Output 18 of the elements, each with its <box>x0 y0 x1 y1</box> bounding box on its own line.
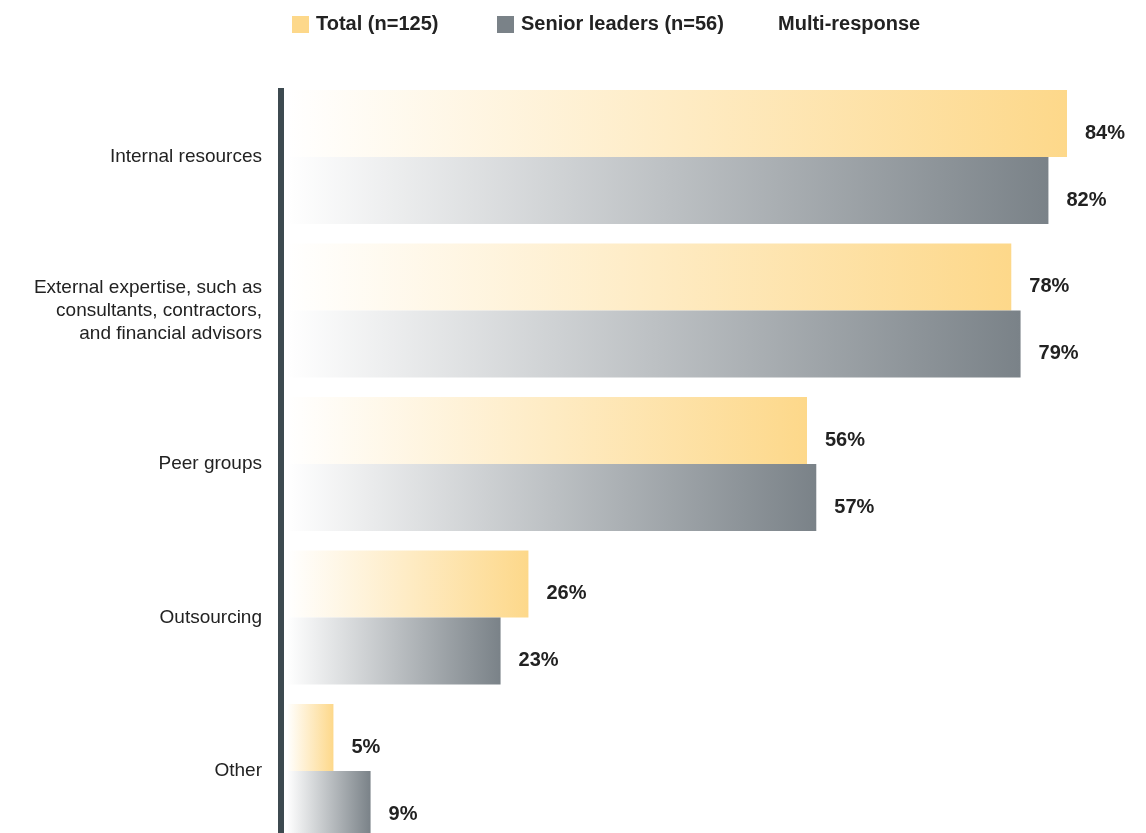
data-label: 84% <box>1085 120 1126 143</box>
y-tick-label: Internal resources <box>109 145 262 167</box>
data-label: 23% <box>518 648 559 671</box>
data-label: 9% <box>388 801 418 824</box>
y-tick-label: External expertise, such as consultants, contractors, and financial advisors <box>33 275 262 343</box>
text: Multi-response <box>778 12 921 35</box>
y-tick-label: Peer groups <box>158 452 262 474</box>
legend-label: Senior leaders (n=56) <box>521 12 724 35</box>
legend-label: Total (n=125) <box>316 12 439 35</box>
y-tick-label: Other <box>214 759 263 781</box>
y-tick-label: Outsourcing <box>159 605 262 627</box>
data-label: 56% <box>825 427 866 450</box>
data-label: 78% <box>1029 274 1070 297</box>
data-label: 26% <box>546 581 587 604</box>
data-label: 82% <box>1066 187 1107 210</box>
data-label: 57% <box>834 494 875 517</box>
data-label: 5% <box>351 734 381 757</box>
data-label: 79% <box>1038 341 1079 364</box>
